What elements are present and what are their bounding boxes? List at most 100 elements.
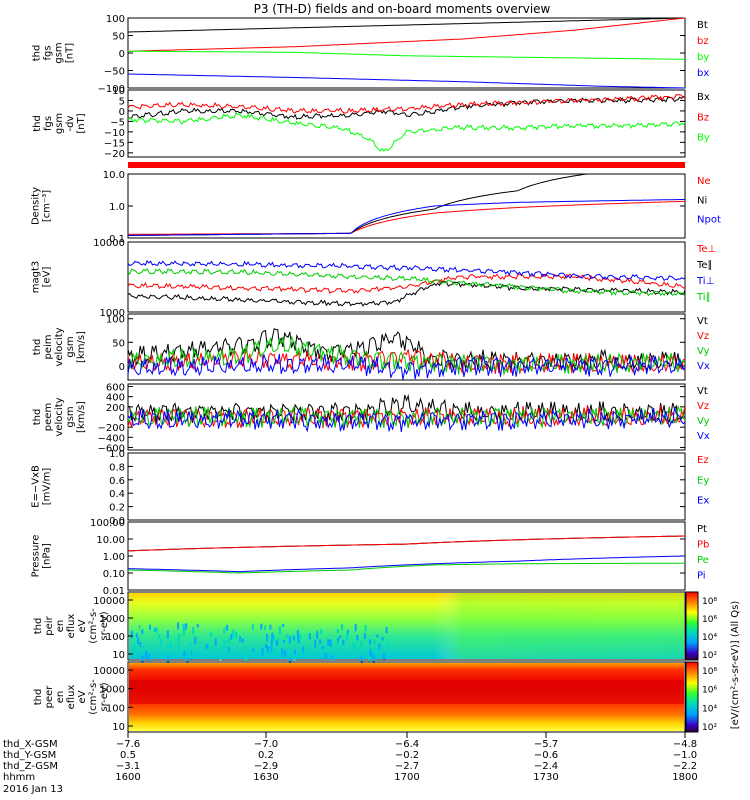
spectrogram-speck [376,634,378,637]
spectrogram-speck [141,629,143,634]
legend-Ti∥: Ti∥ [696,292,711,303]
spectrogram-speck [386,627,388,633]
ylabel-line: peem [43,403,54,431]
spectrogram-speck [297,630,299,636]
colorbar-tick-label: 10⁶ [702,686,717,696]
spectrogram-speck [271,639,273,646]
panel-ylabel: thd fgs gsm [nT] [32,42,76,63]
ylabel-line: [nT] [76,113,87,133]
spectrogram-speck [260,624,262,630]
ylabel-line: en [55,691,66,704]
legend-Bz: Bz [697,112,709,123]
ylabel-line: [km/s] [76,401,87,433]
colorbar-tick-label: 10⁶ [702,615,717,625]
spectrogram-speck [282,624,284,627]
spectrogram-speck [327,639,329,646]
spectrogram-speck [369,639,371,644]
legend-Ey: Ey [697,475,709,486]
ylabel-line: [mV/m] [42,468,53,506]
spectrogram-speck [169,641,171,648]
spectrogram-speck [139,625,141,628]
y-tick-label: 0.2 [109,503,125,514]
ylabel-line: eV [77,619,88,632]
panel-ylabel: thd peir en eflux eV (cm²-s-sr-eV) [33,608,110,644]
spectrogram-speck [194,637,196,644]
y-tick-label: 10 [112,650,125,661]
spectrogram-speck [183,651,185,656]
spectrogram-speck [301,653,303,656]
series-line-Pt [128,536,685,551]
spectrogram-speck [284,651,286,658]
spectrogram-speck [136,633,138,637]
colorbar-tick-label: 10⁸ [702,667,717,677]
spectrogram-speck [383,655,385,659]
spectrogram-speck [276,650,278,654]
series-line-Vt [128,329,685,371]
series-line-Bt [128,18,685,32]
spectrogram-speck [143,646,145,649]
colorbar-tick-label: 10⁴ [702,633,717,643]
ylabel-line: peir [44,615,55,635]
spectrogram-overlay [129,593,684,659]
y-tick-label: 1.00 [103,552,125,563]
spectrogram-speck [342,640,344,646]
legend-Vz: Vz [697,401,709,412]
ylabel-line: (cm²-s- [88,608,99,644]
ylabel-line: (cm²-s- [88,679,99,715]
x-tick-label: 0.2 [258,750,274,761]
ylabel-line: gsm [65,406,76,427]
series-line-bx [128,74,685,88]
legend-Vx: Vx [697,431,710,442]
legend-Pi: Pi [697,571,706,582]
panel-3: magt3 [eV]100001000Te⊥Te∥Ti⊥Ti∥ [31,238,717,319]
panel-ylabel: thd peer en eflux eV (cm²-s-sr-eV) [33,679,110,715]
ylabel-line: peim [43,334,54,359]
y-tick-label: −10 [104,128,125,139]
x-row-label: thd_X-GSM [3,739,58,750]
legend-Vz: Vz [697,331,709,342]
spectrogram-speck [361,656,363,664]
legend-Npot: Npot [697,215,721,226]
spectrogram-speck [262,648,264,655]
panel-frame [128,90,685,157]
spectrogram-speck [167,631,169,639]
ylabel-line: velocity [54,327,65,366]
y-tick-label: 10000 [93,666,125,677]
ylabel-line: velocity [54,397,65,436]
ylabel-line: [km/s] [76,331,87,363]
spectrogram-speck [293,636,295,640]
spectrogram-speck [297,636,299,639]
legend-bx: bx [697,68,709,79]
legend-Ne: Ne [697,176,711,187]
x-tick-label: −2.2 [673,761,697,772]
panel-2: Density [cm⁻³]10.01.00.1NeNiNpot [31,170,721,245]
spectrogram-speck [235,632,237,639]
x-row-label: thd_Z-GSM [3,761,58,772]
series-line-By [128,113,685,151]
spectrogram-speck [360,641,362,646]
y-tick-label: 0.8 [109,462,125,473]
spectrogram-speck [320,629,322,634]
spectrogram-speck [378,643,380,649]
y-tick-label: 0.6 [109,476,125,487]
series-line-Vy [128,336,685,374]
legend-Bx: Bx [697,92,710,103]
spectrogram-speck [189,649,191,655]
spectrogram-speck [341,624,343,630]
ylabel-line: gsm [54,113,65,134]
y-tick-label: 10 [112,722,125,733]
spectrogram-speck [319,639,321,643]
x-tick-label: 1700 [394,772,419,783]
series-line-Bx [128,97,685,120]
y-tick-label: 1.0 [109,449,125,460]
legend-Vt: Vt [697,316,708,327]
colorbar-tick-label: 10² [702,723,717,733]
x-tick-label: −2.4 [534,761,558,772]
x-tick-label: 1600 [115,772,140,783]
panel-ylabel: Density [cm⁻³] [31,187,53,225]
spectrogram-speck [324,653,326,661]
spectrogram-speck [287,647,289,653]
colorbar [686,592,698,660]
ylabel-line: peer [44,685,55,709]
